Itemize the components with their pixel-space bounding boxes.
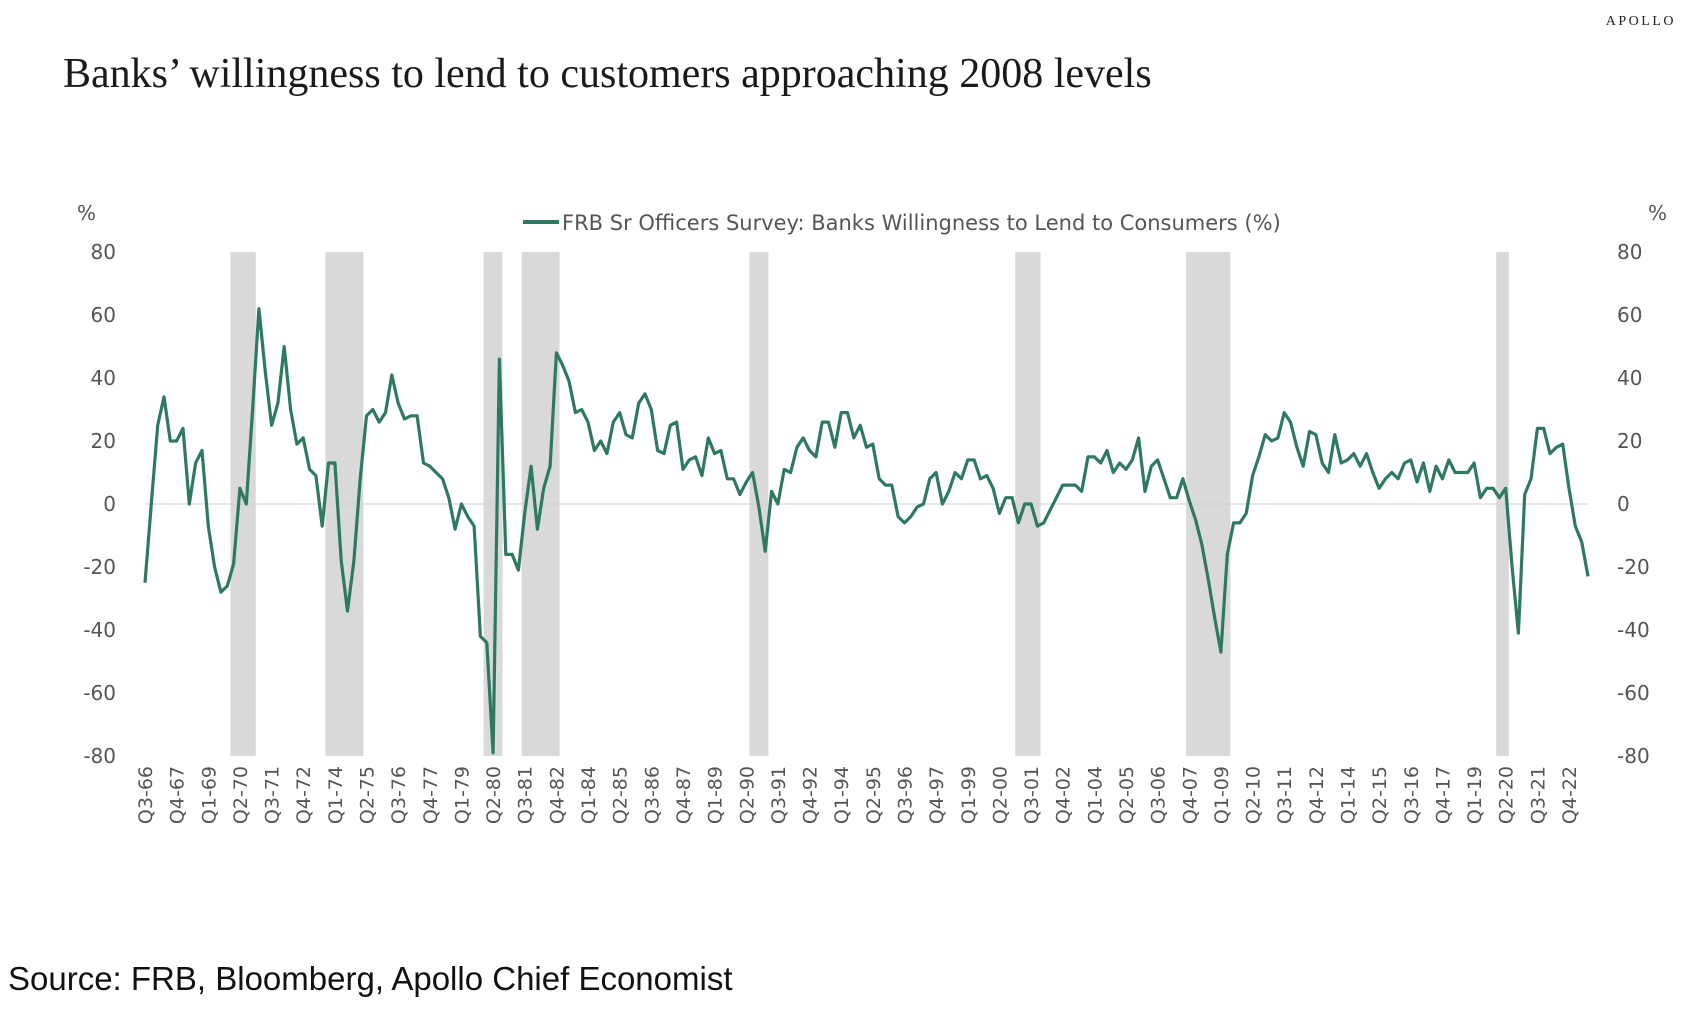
source-note: Source: FRB, Bloomberg, Apollo Chief Eco… — [8, 960, 733, 997]
x-tick-label: Q4-67 — [167, 766, 189, 824]
y-tick-label-right: -20 — [1617, 555, 1650, 579]
brand-logo: APOLLO — [1605, 14, 1676, 29]
x-tick-label: Q2-75 — [357, 766, 379, 824]
x-tick-label: Q2-90 — [736, 766, 758, 824]
y-tick-label-right: -80 — [1617, 744, 1650, 768]
y-tick-label-left: 0 — [103, 492, 116, 516]
x-tick-label: Q3-86 — [641, 766, 663, 824]
y-tick-label-left: -40 — [83, 618, 116, 642]
x-tick-label: Q3-76 — [388, 766, 410, 824]
x-tick-label: Q3-66 — [135, 766, 157, 824]
line-chart: % % 80 80 60 60 40 40 20 20 0 0 -20 -20 -40 -40 -60 -60… — [77, 201, 1667, 824]
x-tick-label: Q2-05 — [1116, 766, 1138, 824]
left-axis-unit: % — [77, 201, 96, 225]
x-tick-label: Q3-06 — [1148, 766, 1170, 824]
y-tick-label-right: -60 — [1617, 681, 1650, 705]
x-tick-label: Q2-15 — [1369, 766, 1391, 824]
y-tick-label-left: -20 — [83, 555, 116, 579]
x-tick-label: Q1-74 — [325, 766, 347, 824]
x-tick-label: Q2-70 — [230, 766, 252, 824]
x-tick-label: Q1-89 — [705, 766, 727, 824]
y-tick-label-right: 80 — [1617, 240, 1642, 264]
axes: % % 80 80 60 60 40 40 20 20 0 0 -20 -20 -40 -40 -60 -60… — [77, 201, 1667, 768]
y-tick-label-left: 20 — [91, 429, 116, 453]
x-tick-label: Q4-77 — [420, 766, 442, 824]
x-tick-label: Q4-87 — [673, 766, 695, 824]
x-tick-label: Q1-19 — [1464, 766, 1486, 824]
x-tick-label: Q1-09 — [1211, 766, 1233, 824]
y-tick-label-left: -60 — [83, 681, 116, 705]
x-tick-label: Q3-11 — [1274, 766, 1296, 824]
x-tick-label: Q2-20 — [1496, 766, 1518, 824]
legend-label: FRB Sr Officers Survey: Banks Willingnes… — [562, 211, 1281, 235]
x-tick-label: Q1-69 — [198, 766, 220, 824]
x-tick-label: Q4-82 — [546, 766, 568, 824]
x-tick-label: Q3-16 — [1401, 766, 1423, 824]
x-tick-label: Q3-81 — [515, 766, 537, 824]
y-tick-label-right: 20 — [1617, 429, 1642, 453]
x-tick-label: Q2-00 — [989, 766, 1011, 824]
y-tick-label-left: 40 — [91, 366, 116, 390]
y-tick-label-left: 60 — [91, 303, 116, 327]
y-tick-label-right: 60 — [1617, 303, 1642, 327]
x-tick-label: Q2-10 — [1243, 766, 1265, 824]
x-tick-label: Q4-22 — [1559, 766, 1581, 824]
x-tick-label: Q3-21 — [1527, 766, 1549, 824]
x-tick-label: Q3-91 — [768, 766, 790, 824]
x-tick-label: Q2-95 — [863, 766, 885, 824]
x-tick-label: Q1-14 — [1338, 766, 1360, 824]
x-tick-label: Q4-92 — [800, 766, 822, 824]
x-tick-label: Q4-07 — [1179, 766, 1201, 824]
x-tick-label: Q1-94 — [831, 766, 853, 824]
x-tick-label: Q2-80 — [483, 766, 505, 824]
x-tick-label: Q3-01 — [1021, 766, 1043, 824]
y-tick-label-right: 40 — [1617, 366, 1642, 390]
x-tick-label: Q4-97 — [926, 766, 948, 824]
x-tick-label: Q1-79 — [451, 766, 473, 824]
y-tick-label-right: -40 — [1617, 618, 1650, 642]
x-tick-label: Q4-12 — [1306, 766, 1328, 824]
right-axis-unit: % — [1648, 201, 1667, 225]
x-tick-label: Q1-84 — [578, 766, 600, 824]
series-line-bank-lending-willingness — [143, 307, 1590, 755]
x-tick-label: Q4-02 — [1053, 766, 1075, 824]
x-tick-label: Q3-71 — [262, 766, 284, 824]
y-tick-label-left: 80 — [91, 240, 116, 264]
x-tick-label: Q3-96 — [894, 766, 916, 824]
chart-title: Banks’ willingness to lend to customers … — [63, 51, 1152, 97]
x-tick-label: Q1-04 — [1084, 766, 1106, 824]
legend: FRB Sr Officers Survey: Banks Willingnes… — [523, 211, 1281, 235]
y-tick-label-right: 0 — [1617, 492, 1630, 516]
x-tick-label: Q2-85 — [610, 766, 632, 824]
y-tick-label-left: -80 — [83, 744, 116, 768]
x-tick-label: Q1-99 — [958, 766, 980, 824]
x-tick-label: Q4-72 — [293, 766, 315, 824]
x-axis-ticks: Q3-66 Q4-67 Q1-69 Q2-70 Q3-71 Q4-72 Q1-74 Q2-75… — [135, 766, 1581, 824]
x-tick-label: Q4-17 — [1432, 766, 1454, 824]
